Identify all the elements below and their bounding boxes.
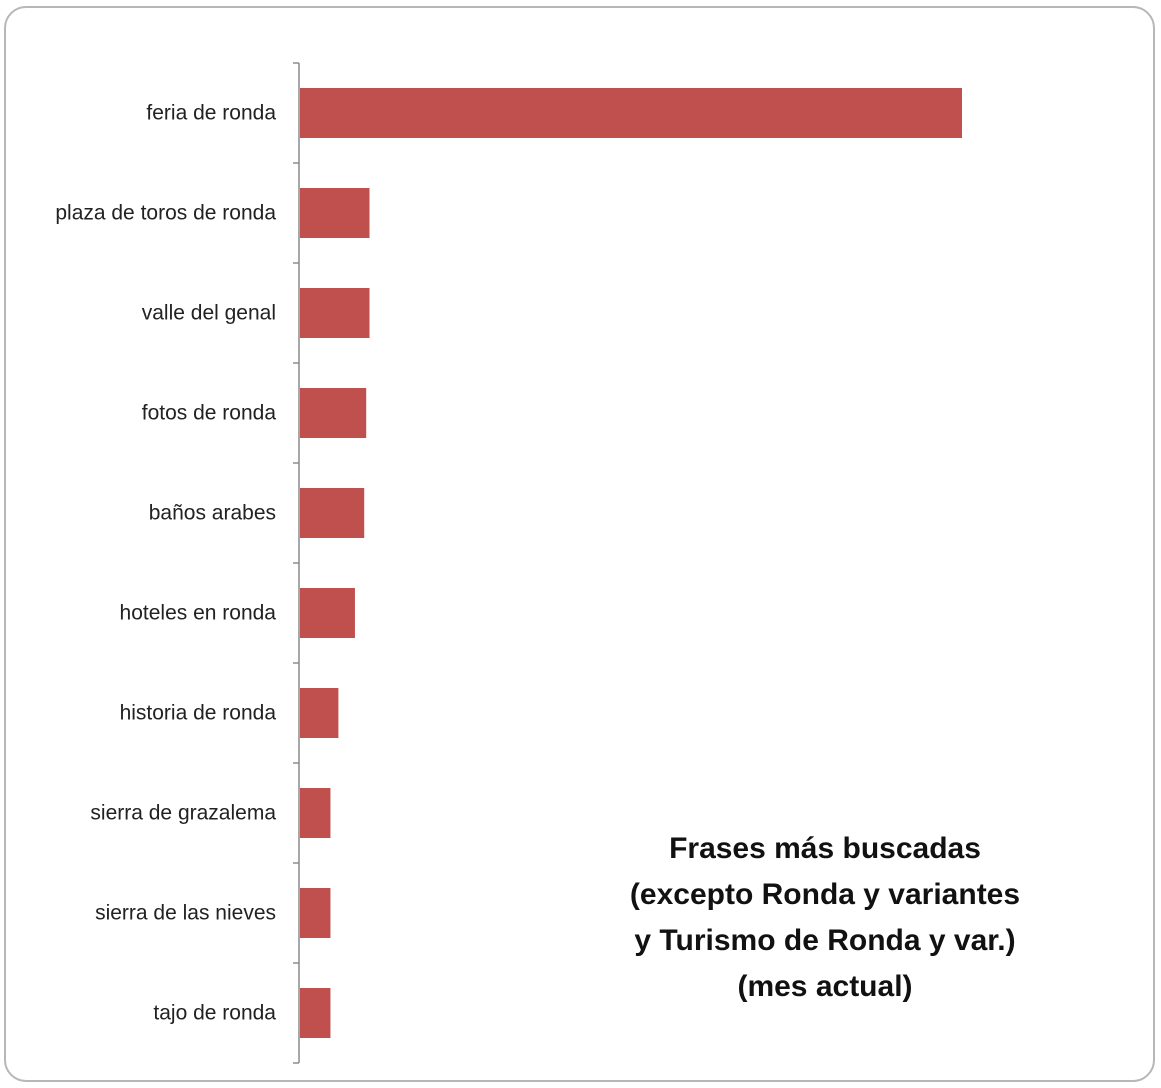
chart-title: Frases más buscadas (excepto Ronda y var… bbox=[590, 826, 1060, 1010]
category-label: historia de ronda bbox=[120, 702, 277, 725]
bar bbox=[300, 488, 365, 538]
category-label: baños arabes bbox=[149, 502, 276, 525]
chart-frame bbox=[4, 6, 1155, 1082]
bar bbox=[300, 688, 339, 738]
bar bbox=[300, 888, 331, 938]
chart-title-line-2: (excepto Ronda y variantes bbox=[629, 878, 1021, 911]
category-label: hoteles en ronda bbox=[120, 602, 277, 625]
bar bbox=[300, 788, 331, 838]
category-label: fotos de ronda bbox=[142, 402, 277, 425]
bar bbox=[300, 88, 962, 138]
category-label: plaza de toros de ronda bbox=[55, 202, 276, 225]
chart-title-line-1: Frases más buscadas bbox=[669, 832, 981, 865]
chart-title-line-4: (mes actual) bbox=[737, 970, 913, 1003]
category-label: sierra de grazalema bbox=[90, 802, 276, 825]
bar bbox=[300, 188, 370, 238]
chart-title-line-3: y Turismo de Ronda y var.) bbox=[634, 924, 1016, 957]
bar bbox=[300, 288, 370, 338]
category-label: valle del genal bbox=[142, 302, 276, 325]
bar bbox=[300, 988, 331, 1038]
category-label: feria de ronda bbox=[146, 102, 276, 125]
bar bbox=[300, 388, 367, 438]
bar bbox=[300, 588, 355, 638]
category-label: sierra de las nieves bbox=[95, 902, 276, 925]
category-label: tajo de ronda bbox=[153, 1002, 276, 1025]
